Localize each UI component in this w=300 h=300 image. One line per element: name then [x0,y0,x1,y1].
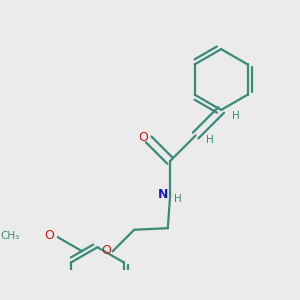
Text: H: H [206,135,214,145]
Text: H: H [174,194,182,204]
Text: O: O [44,229,54,242]
Text: CH₃: CH₃ [1,231,20,241]
Text: N: N [158,188,168,201]
Text: O: O [101,244,111,257]
Text: H: H [232,111,239,122]
Text: O: O [138,130,148,143]
